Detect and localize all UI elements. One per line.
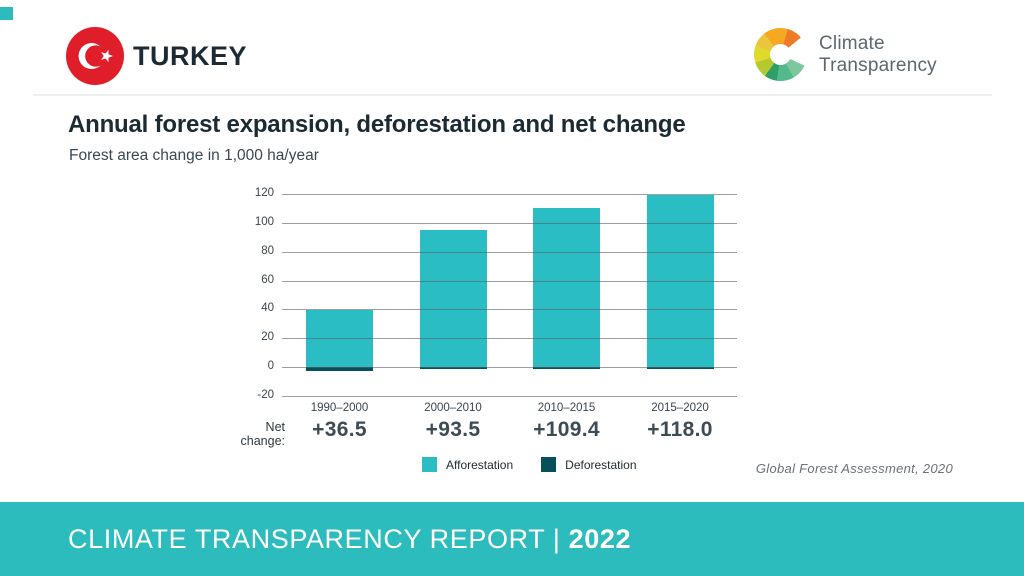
deforestation-bar xyxy=(306,367,373,372)
y-tick-label: -20 xyxy=(257,389,274,401)
logo-line1: Climate xyxy=(819,32,885,54)
net-change-value: +118.0 xyxy=(647,418,713,441)
deforestation-swatch xyxy=(541,457,557,472)
deforestation-bar xyxy=(419,367,487,370)
logo-line2: Transparency xyxy=(819,54,937,76)
y-tick-label: 20 xyxy=(261,331,274,344)
net-change-value: +109.4 xyxy=(533,418,600,441)
y-tick-label: 120 xyxy=(254,187,274,199)
footer-report-title: CLIMATE TRANSPARENCY REPORT xyxy=(68,523,545,554)
climate-transparency-ring-icon xyxy=(754,28,807,81)
header-divider xyxy=(33,94,992,96)
chart-subtitle: Forest area change in 1,000 ha/year xyxy=(69,147,319,164)
net-change-value: +36.5 xyxy=(312,418,367,441)
climate-transparency-logo: Climate Transparency xyxy=(754,28,937,81)
x-category-label: 1990–2000 xyxy=(310,402,369,414)
net-change-label: Net change: xyxy=(240,420,285,448)
climate-transparency-wordmark: Climate Transparency xyxy=(819,33,937,77)
gridline xyxy=(282,396,737,397)
gridline xyxy=(282,251,737,253)
gridline xyxy=(282,367,737,369)
footer-text: CLIMATE TRANSPARENCY REPORT | 2022 xyxy=(68,524,631,555)
x-category-label: 2015–2020 xyxy=(651,402,709,414)
y-tick-label: 100 xyxy=(254,215,274,228)
gridline xyxy=(282,222,737,224)
x-category-label: 2010–2015 xyxy=(537,402,596,414)
country-title: TURKEY xyxy=(133,41,248,71)
source-citation: Global Forest Assessment, 2020 xyxy=(755,461,953,476)
footer-separator: | xyxy=(552,523,561,554)
gridline xyxy=(282,338,737,340)
y-tick-label: 80 xyxy=(261,244,274,257)
y-tick-label: 0 xyxy=(267,360,274,373)
afforestation-bar xyxy=(419,230,487,368)
legend-item: Deforestation xyxy=(541,457,637,472)
footer-year: 2022 xyxy=(568,523,632,554)
deforestation-bar xyxy=(646,367,714,370)
gridline xyxy=(282,309,737,311)
afforestation-bar xyxy=(533,207,600,368)
legend-label: Afforestation xyxy=(446,457,514,472)
y-tick-label: 40 xyxy=(261,302,274,315)
turkey-flag-svg xyxy=(66,27,124,85)
gridline xyxy=(282,280,737,282)
x-category-label: 2000–2010 xyxy=(424,402,482,414)
y-tick-label: 60 xyxy=(261,273,274,286)
legend-item: Afforestation xyxy=(422,457,513,472)
afforestation-swatch xyxy=(422,457,437,472)
legend-label: Deforestation xyxy=(565,457,637,472)
turkey-flag-icon xyxy=(66,27,124,85)
chart-title: Annual forest expansion, deforestation a… xyxy=(68,111,686,138)
legend: Afforestation Deforestation xyxy=(422,457,637,472)
gridline xyxy=(282,194,737,195)
footer-banner: CLIMATE TRANSPARENCY REPORT | 2022 xyxy=(0,502,1024,576)
plot-area: Net change: 120 100 80 60 40 20 0 -20 1990–2000 +… xyxy=(241,187,737,448)
corner-accent-square xyxy=(0,7,13,20)
net-change-value: +93.5 xyxy=(425,418,481,441)
